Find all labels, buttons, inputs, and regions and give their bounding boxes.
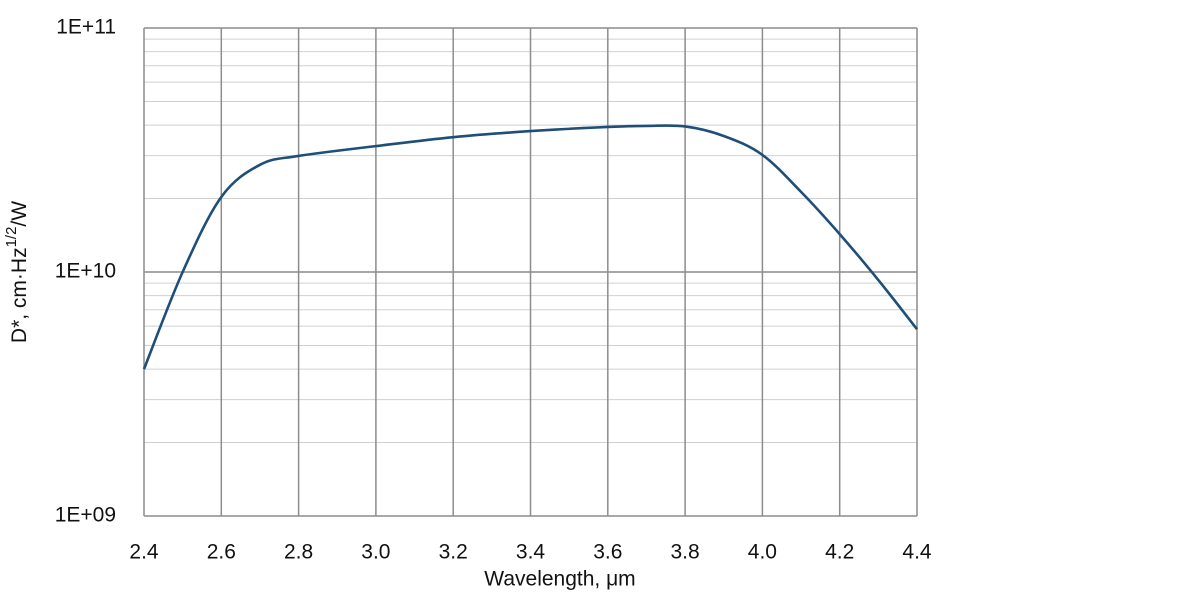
x-tick-label: 3.2 bbox=[439, 541, 468, 564]
x-tick-label: 3.0 bbox=[361, 541, 390, 564]
x-tick-label: 4.0 bbox=[748, 541, 777, 564]
line-series bbox=[142, 124, 919, 370]
y-tick-label: 1E+09 bbox=[55, 504, 116, 527]
x-tick-label: 2.6 bbox=[207, 541, 236, 564]
y-label-superscript: 1/2 bbox=[3, 227, 20, 248]
x-tick-label: 2.8 bbox=[284, 541, 313, 564]
x-tick-label: 4.2 bbox=[825, 541, 854, 564]
y-label-suffix: /W bbox=[8, 201, 31, 227]
x-tick-label: 3.4 bbox=[516, 541, 546, 564]
x-tick-label: 4.4 bbox=[902, 541, 932, 564]
y-tick-label: 1E+11 bbox=[56, 16, 116, 39]
y-tick-label: 1E+10 bbox=[55, 260, 116, 283]
x-tick-label: 3.8 bbox=[670, 541, 699, 564]
x-axis-label: Wavelength, μm bbox=[484, 568, 635, 591]
x-tick-label: 3.6 bbox=[593, 541, 622, 564]
y-label-text: D*, cm·Hz bbox=[8, 247, 31, 343]
x-tick-label: 2.4 bbox=[129, 541, 159, 564]
y-axis-label: D*, cm·Hz1/2/W bbox=[3, 201, 31, 343]
